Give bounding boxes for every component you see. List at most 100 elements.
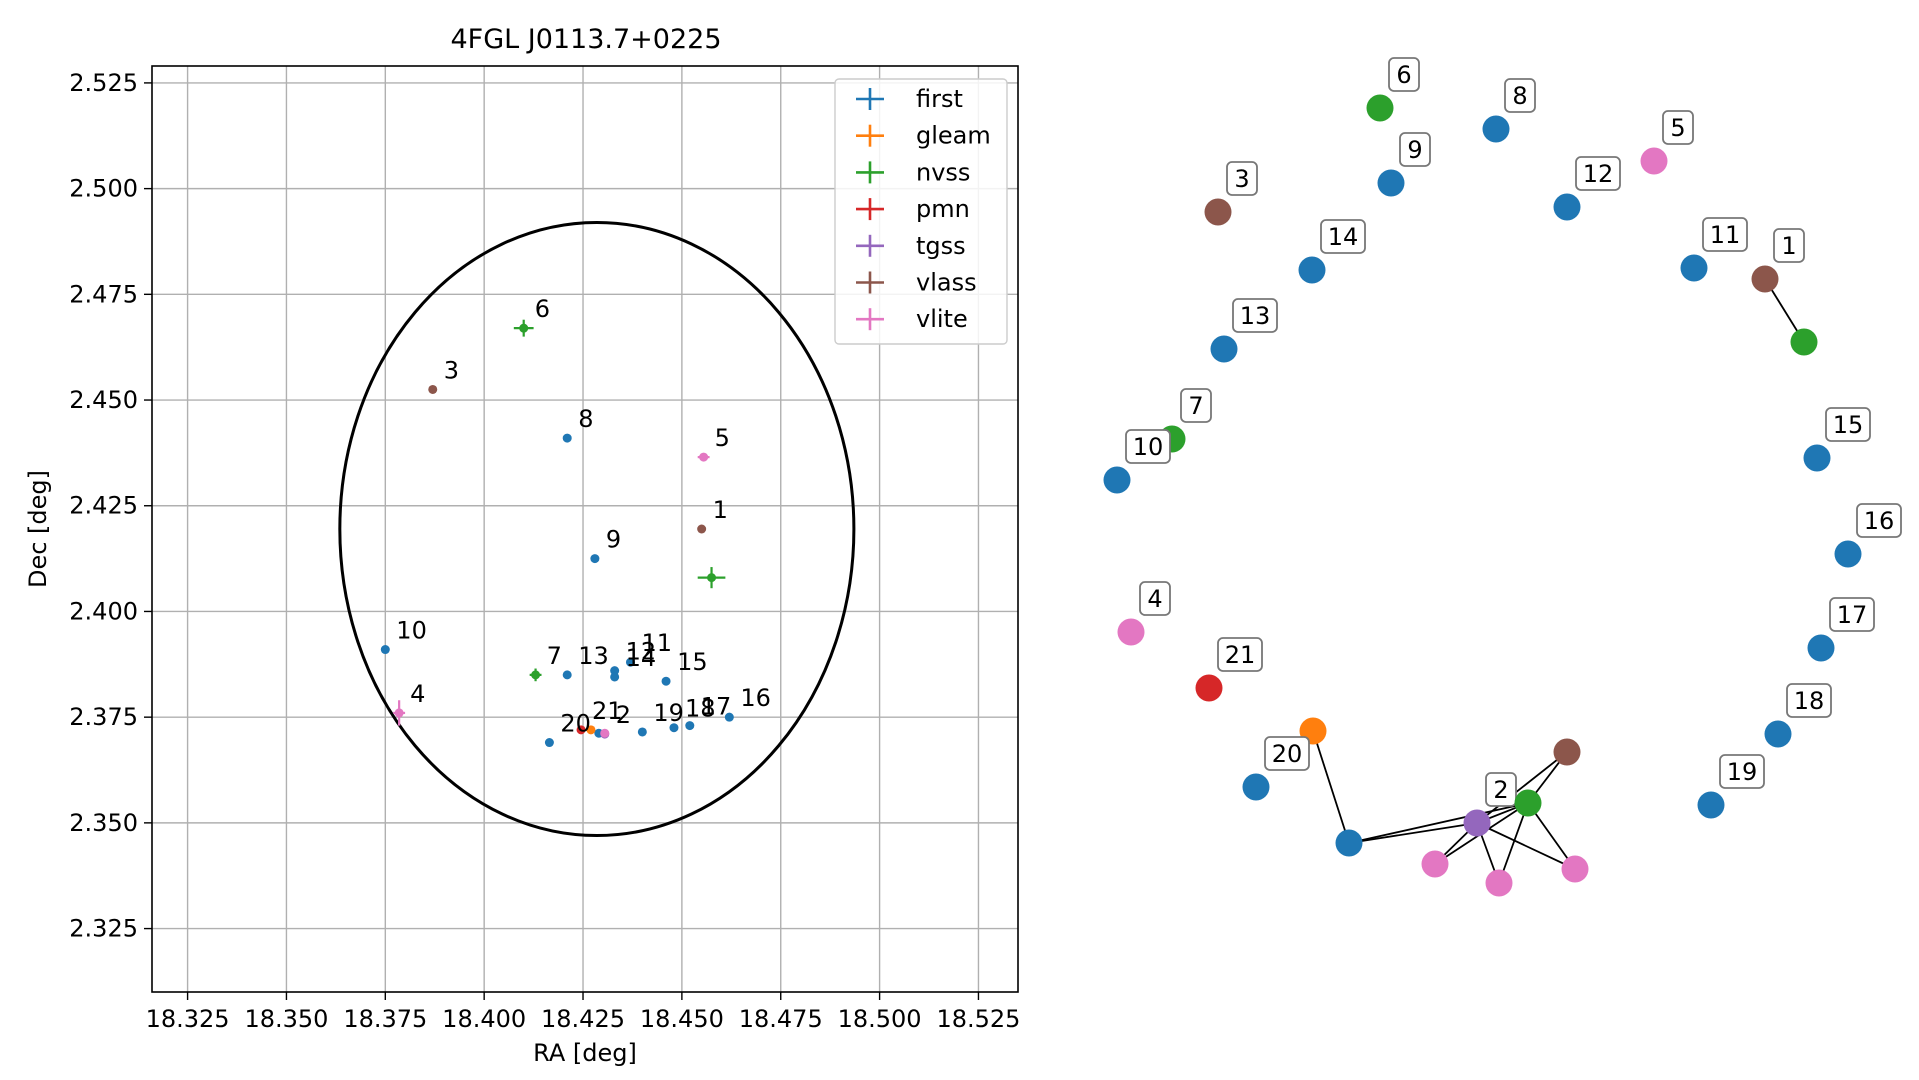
network-node-label-box-7 <box>1180 388 1212 423</box>
first-point-20 <box>544 738 554 748</box>
point-label-3: 3 <box>444 356 459 384</box>
network-edge <box>1498 802 1529 884</box>
point-label-12: 12 <box>626 638 657 666</box>
network-node-label-8: 8 <box>1512 82 1527 110</box>
network-node <box>1561 855 1589 883</box>
network-node-label-box-5 <box>1662 110 1694 145</box>
grid-lines <box>152 66 1018 992</box>
network-node-4 <box>1117 618 1145 646</box>
x-tick-label: 18.375 <box>343 1005 427 1033</box>
network-node-5 <box>1640 147 1668 175</box>
point-label-4: 4 <box>410 680 425 708</box>
network-node-label-9: 9 <box>1407 136 1422 164</box>
network-node-1 <box>1751 265 1779 293</box>
legend: first gleam nvss pmn tgss vlass vlite <box>834 78 1008 345</box>
network-node-label-19: 19 <box>1727 758 1758 786</box>
network-node <box>1335 829 1363 857</box>
first-point-14 <box>610 672 620 682</box>
point-label-7: 7 <box>547 642 562 670</box>
point-label-17: 17 <box>701 693 732 721</box>
y-tick-label: 2.375 <box>69 703 138 731</box>
network-node-9 <box>1377 169 1405 197</box>
first-point-12 <box>610 666 620 676</box>
legend-label-pmn: pmn <box>916 195 970 223</box>
network-node-label-14: 14 <box>1328 223 1359 251</box>
vlass-point-3 <box>428 384 438 394</box>
point-label-16: 16 <box>740 684 771 712</box>
x-tick-label: 18.500 <box>838 1005 922 1033</box>
first-point-10 <box>380 645 390 655</box>
point-label-6: 6 <box>535 295 550 323</box>
chart-title: 4FGL J0113.7+0225 <box>450 24 721 55</box>
network-node-16 <box>1834 540 1862 568</box>
network-node-11 <box>1680 254 1708 282</box>
network-node-label-box-18 <box>1786 683 1832 718</box>
plot-frame <box>151 65 1019 993</box>
x-tick-label: 18.425 <box>541 1005 625 1033</box>
network-node-21 <box>1195 674 1223 702</box>
legend-label-vlite: vlite <box>916 305 968 333</box>
network-node-17 <box>1807 634 1835 662</box>
vlite-point-5 <box>699 452 709 462</box>
network-node-label-box-8 <box>1504 78 1536 113</box>
network-node <box>1514 789 1542 817</box>
pmn-point-21 <box>576 725 586 735</box>
y-tick-label: 2.475 <box>69 280 138 308</box>
network-node <box>1421 850 1449 878</box>
network-node-label-6: 6 <box>1396 61 1411 89</box>
network-edge <box>1527 802 1576 870</box>
legend-label-vlass: vlass <box>916 269 977 297</box>
point-label-9: 9 <box>606 526 621 554</box>
nvss-point-6 <box>519 323 529 333</box>
x-tick-label: 18.325 <box>146 1005 230 1033</box>
network-node-label-box-12 <box>1575 156 1621 191</box>
first-point-15 <box>661 676 671 686</box>
network-node-18 <box>1764 720 1792 748</box>
network-edge <box>1348 802 1529 844</box>
vlite-point-4 <box>394 708 404 718</box>
network-node-13 <box>1210 335 1238 363</box>
network-edges <box>1312 278 1805 884</box>
network-node-label-10: 10 <box>1133 433 1164 461</box>
error-ellipse <box>338 220 856 838</box>
first-point-9 <box>590 554 600 564</box>
network-node-label-box-2 <box>1485 772 1517 807</box>
y-tick-label: 2.525 <box>69 69 138 97</box>
network-node-label-4: 4 <box>1147 585 1162 613</box>
point-label-1: 1 <box>713 496 728 524</box>
point-label-19: 19 <box>653 699 684 727</box>
network-node-15 <box>1803 444 1831 472</box>
network-node-19 <box>1697 791 1725 819</box>
network-node-label-21: 21 <box>1225 641 1256 669</box>
network-node-label-5: 5 <box>1670 114 1685 142</box>
y-axis-label: Dec [deg] <box>24 470 52 588</box>
gleam-point <box>586 725 596 735</box>
y-tick-label: 2.500 <box>69 175 138 203</box>
x-tick-label: 18.450 <box>640 1005 724 1033</box>
network-node-label-20: 20 <box>1272 740 1303 768</box>
nvss-point-7 <box>531 670 541 680</box>
network-node-label-box-3 <box>1226 161 1258 196</box>
network-node-label-16: 16 <box>1864 507 1895 535</box>
nvss-point <box>707 573 717 583</box>
network-node-label-box-14 <box>1320 219 1366 254</box>
network-node-label-18: 18 <box>1794 687 1825 715</box>
axis-ticks: 18.325 18.350 18.375 18.400 18.425 18.450 18.4… <box>69 69 1020 1033</box>
legend-box <box>834 78 1008 345</box>
vlass-point-1 <box>697 524 707 534</box>
network-node-label-box-19 <box>1719 754 1765 789</box>
point-label-11: 11 <box>641 629 672 657</box>
network-edge <box>1348 822 1478 844</box>
network-node <box>1485 869 1513 897</box>
point-label-14: 14 <box>626 644 657 672</box>
network-node-label-box-13 <box>1232 298 1278 333</box>
vlite-point <box>600 728 610 738</box>
scatter-points <box>380 319 734 748</box>
network-node-label-7: 7 <box>1188 392 1203 420</box>
x-tick-label: 18.475 <box>739 1005 823 1033</box>
network-node-label-12: 12 <box>1583 160 1614 188</box>
network-node-label-2: 2 <box>1493 776 1508 804</box>
network-node <box>1790 328 1818 356</box>
first-point-17 <box>685 721 695 731</box>
